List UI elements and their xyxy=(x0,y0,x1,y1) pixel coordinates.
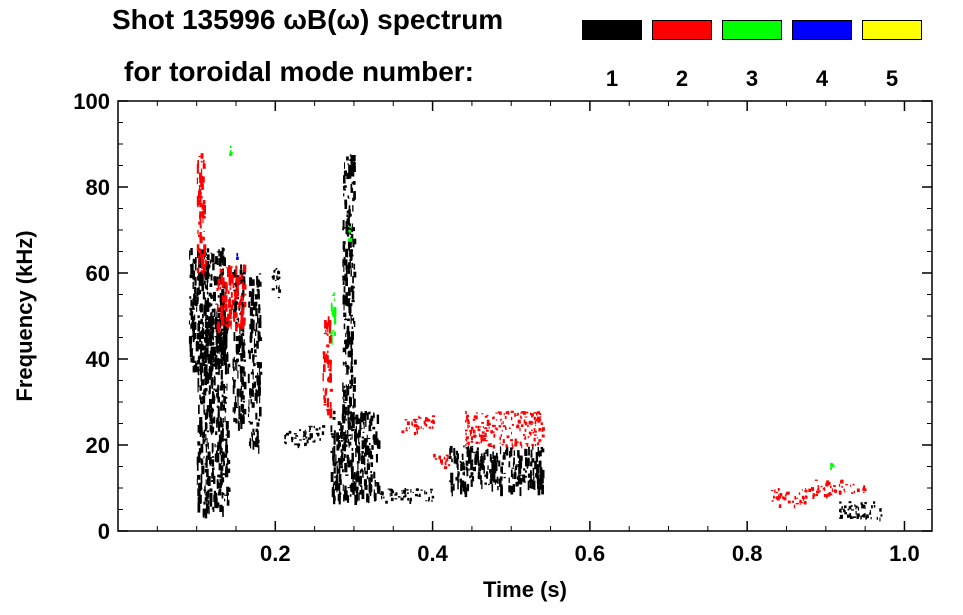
mode-2-region-1 xyxy=(196,153,207,278)
mode-1-region-2 xyxy=(196,316,231,519)
mode-4-region-1 xyxy=(236,252,239,260)
mode-2-region-2 xyxy=(216,264,247,333)
mode-1-region-11 xyxy=(448,445,545,498)
legend-label-mode-3: 3 xyxy=(745,66,759,91)
mode-3-region-3 xyxy=(830,462,835,471)
mode-1-region-9 xyxy=(342,154,357,430)
mode-2-region-3 xyxy=(322,316,333,419)
x-tick-label: 0.2 xyxy=(260,541,291,566)
y-tick-label: 20 xyxy=(86,433,110,458)
mode-3-region-1 xyxy=(330,292,337,345)
mode-1-region-3 xyxy=(232,264,247,431)
mode-3-region-4 xyxy=(229,145,233,156)
y-tick-label: 60 xyxy=(86,261,110,286)
y-tick-label: 80 xyxy=(86,175,110,200)
legend-swatch-mode-5 xyxy=(862,20,922,40)
legend-swatch-mode-1 xyxy=(582,20,642,40)
mode-2-region-8 xyxy=(810,479,844,499)
x-tick-label: 0.4 xyxy=(417,541,448,566)
series-mode-2 xyxy=(196,153,867,509)
legend-label-mode-5: 5 xyxy=(885,66,899,91)
y-axis-label: Frequency (kHz) xyxy=(12,230,37,401)
legend-swatch-mode-3 xyxy=(722,20,782,40)
axis-ticks: 0.2 0.4 0.6 0.8 1.0 0 20 40 60 80 100 xyxy=(73,89,932,566)
series-mode-1 xyxy=(188,154,883,522)
mode-1-region-8 xyxy=(330,410,381,505)
mode-3-region-2 xyxy=(348,226,353,242)
mode-1-region-5 xyxy=(271,268,282,299)
chart-title: Shot 135996 ωB(ω) spectrum xyxy=(112,4,504,35)
mode-2-region-9 xyxy=(843,483,867,494)
y-tick-label: 0 xyxy=(98,519,110,544)
x-tick-label: 0.6 xyxy=(575,541,606,566)
mode-2-region-4 xyxy=(401,415,436,435)
mode-1-region-10 xyxy=(379,488,435,504)
mode-1-region-7 xyxy=(307,425,326,443)
mode-1-region-4 xyxy=(247,273,263,454)
series-mode-3 xyxy=(229,145,835,471)
mode-1-region-6 xyxy=(283,429,309,449)
legend-caption: for toroidal mode number: xyxy=(124,56,474,87)
mode-2-region-7 xyxy=(770,488,811,509)
mode-1-region-12 xyxy=(839,501,883,522)
y-tick-label: 100 xyxy=(73,89,110,114)
mode-2-region-5 xyxy=(433,453,451,469)
chart-marks xyxy=(188,145,883,522)
legend-swatch-mode-2 xyxy=(652,20,712,40)
legend-swatch-mode-4 xyxy=(792,20,852,40)
x-axis-label: Time (s) xyxy=(483,577,567,602)
plot-frame xyxy=(117,100,933,532)
legend-label-mode-1: 1 xyxy=(605,66,619,91)
x-tick-label: 1.0 xyxy=(889,541,920,566)
legend-label-mode-2: 2 xyxy=(675,66,689,91)
legend-label-mode-4: 4 xyxy=(815,66,829,91)
mode-2-region-6 xyxy=(465,410,545,449)
y-tick-label: 40 xyxy=(86,347,110,372)
series-mode-4 xyxy=(236,252,239,260)
x-tick-label: 0.8 xyxy=(732,541,763,566)
